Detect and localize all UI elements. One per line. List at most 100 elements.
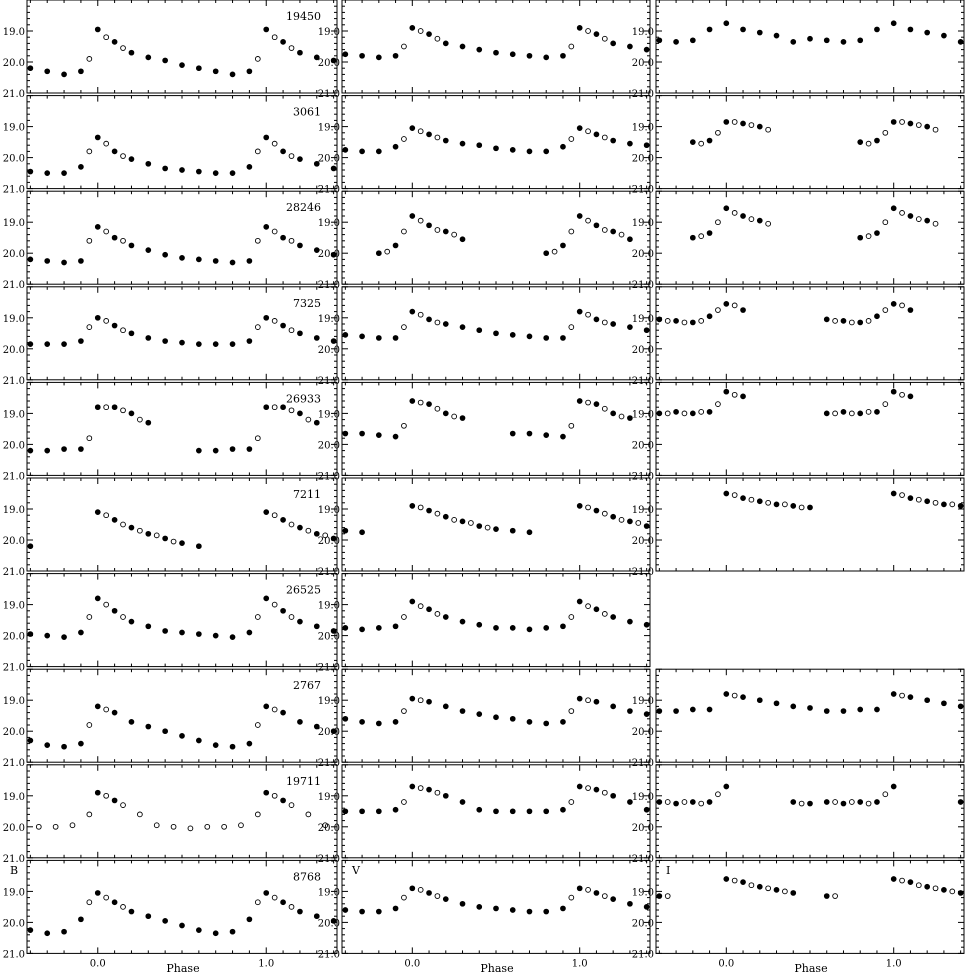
data-point (698, 800, 705, 807)
data-point (94, 595, 101, 602)
y-tick-label: 21.0 (318, 280, 340, 291)
data-point (78, 446, 84, 452)
y-tick-label: 19.0 (632, 505, 654, 516)
data-point (560, 335, 566, 341)
data-point (409, 213, 416, 219)
data-point (229, 634, 236, 641)
data-point (111, 899, 118, 906)
data-point (145, 160, 152, 167)
y-tick-label: 20.0 (318, 154, 340, 165)
data-point (915, 882, 922, 889)
data-point (392, 719, 399, 725)
data-point (576, 695, 583, 702)
data-point (27, 341, 34, 348)
y-tick-label: 19.0 (318, 696, 340, 707)
data-point (627, 618, 633, 625)
data-point (706, 26, 713, 33)
data-point (61, 928, 67, 935)
data-point (526, 908, 533, 915)
data-point (313, 723, 320, 730)
data-point (618, 516, 625, 523)
data-point (417, 399, 424, 406)
data-point (840, 409, 847, 415)
data-point (103, 792, 110, 799)
data-point (576, 25, 583, 31)
y-tick-label: 21.0 (632, 854, 654, 865)
y-tick-label: 20.0 (318, 440, 340, 451)
data-point (409, 885, 416, 892)
data-point (865, 318, 872, 324)
y-tick-label: 21.0 (632, 758, 654, 769)
data-point (392, 242, 399, 249)
data-point (493, 808, 499, 815)
x-axis-label-v: Phase (480, 962, 513, 974)
data-point (145, 54, 152, 61)
data-point (103, 706, 110, 713)
star-id-label: 2767 (293, 679, 321, 692)
data-point (543, 432, 550, 438)
data-point (543, 908, 550, 915)
data-point (44, 930, 51, 937)
y-tick-label: 20.0 (318, 345, 340, 356)
data-point (111, 607, 118, 614)
data-point (890, 388, 897, 395)
data-point (698, 409, 705, 415)
data-point (120, 521, 126, 528)
data-point (957, 890, 964, 896)
data-point (807, 705, 813, 711)
data-point (288, 327, 295, 334)
data-point (195, 447, 202, 454)
data-point (643, 327, 650, 334)
data-point (823, 708, 830, 714)
data-point (568, 422, 575, 429)
data-point (484, 524, 491, 531)
y-tick-label: 20.0 (3, 632, 25, 643)
data-point (585, 603, 591, 610)
y-tick-label: 19.0 (318, 601, 340, 612)
data-point (560, 143, 566, 150)
data-point (627, 140, 633, 147)
data-point (254, 899, 261, 906)
data-point (664, 799, 671, 805)
data-point (254, 722, 261, 728)
data-point (823, 316, 830, 323)
data-point (254, 324, 261, 330)
data-point (434, 134, 441, 141)
data-point (610, 792, 617, 799)
y-tick-label: 19.0 (3, 601, 25, 612)
y-tick-label: 21.0 (318, 89, 340, 100)
data-point (890, 205, 897, 212)
x-tick-label: 1.0 (258, 958, 274, 969)
data-point (94, 509, 101, 515)
data-point (103, 34, 110, 41)
data-point (656, 410, 663, 417)
y-tick-label: 20.0 (3, 823, 25, 834)
data-point (27, 447, 34, 454)
data-point (857, 234, 864, 241)
data-point (560, 623, 566, 630)
data-point (698, 140, 705, 147)
data-point (342, 51, 349, 58)
data-point (526, 719, 533, 725)
data-point (359, 908, 365, 915)
data-point (375, 432, 382, 438)
data-point (941, 32, 947, 39)
data-point (643, 711, 650, 718)
data-point (915, 496, 922, 503)
data-point (748, 882, 755, 889)
data-point (924, 29, 931, 36)
data-point (229, 341, 236, 348)
star-id-label: 19711 (286, 775, 321, 788)
y-tick-label: 21.0 (3, 758, 25, 769)
data-point (664, 410, 671, 417)
data-point (731, 391, 738, 398)
data-point (103, 228, 110, 235)
data-point (375, 250, 382, 257)
data-point (865, 233, 872, 240)
data-point (342, 715, 349, 722)
data-point (451, 413, 458, 420)
data-point (865, 409, 872, 415)
data-point (434, 405, 441, 412)
data-point (756, 498, 763, 505)
data-point (27, 543, 34, 550)
